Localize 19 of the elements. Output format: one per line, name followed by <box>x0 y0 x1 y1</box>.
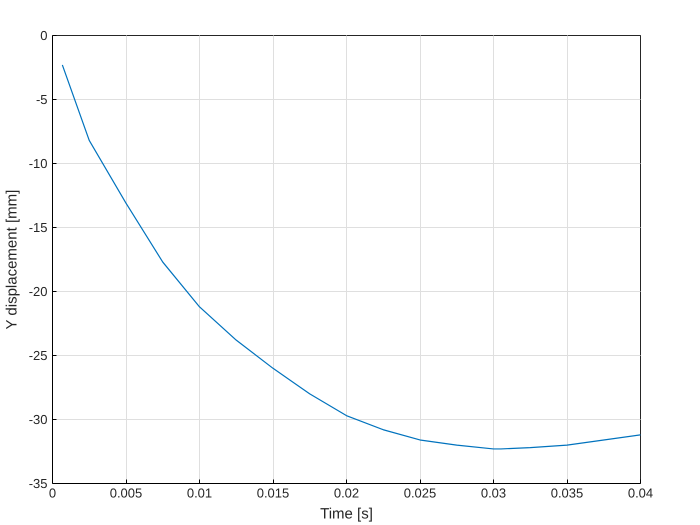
y-tick-label: 0 <box>40 28 48 43</box>
y-tick-label: -30 <box>28 412 48 427</box>
x-axis-title: Time [s] <box>320 506 373 522</box>
x-tick-label: 0.035 <box>550 486 584 500</box>
x-tick-label: 0.03 <box>480 486 506 500</box>
y-tick-label: -5 <box>36 92 48 107</box>
y-tick-label: -25 <box>28 348 48 363</box>
x-tick-label: 0.015 <box>256 486 290 500</box>
x-tick-label: 0.02 <box>334 486 360 500</box>
y-tick-label: -35 <box>28 476 48 491</box>
y-tick-label: -20 <box>28 284 48 299</box>
x-tick-label: 0.04 <box>628 486 654 500</box>
y-tick-label: -10 <box>28 156 48 171</box>
x-tick-label: 0.01 <box>186 486 212 500</box>
y-axis-title: Y displacement [mm] <box>4 190 21 330</box>
x-tick-label: 0.025 <box>404 486 436 500</box>
y-tick-label: -15 <box>28 220 48 235</box>
x-tick-label: 0.005 <box>110 486 142 500</box>
line-series <box>62 64 640 450</box>
